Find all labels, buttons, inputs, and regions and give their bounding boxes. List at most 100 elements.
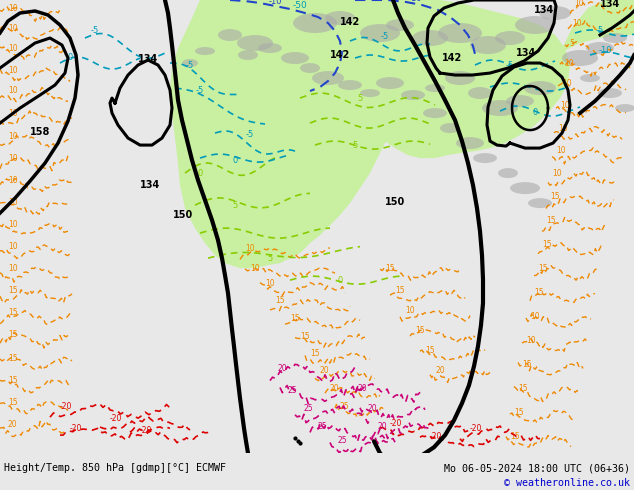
Polygon shape (170, 0, 418, 268)
Text: 15: 15 (300, 332, 309, 341)
Text: 10: 10 (8, 44, 18, 53)
Text: 10: 10 (8, 4, 18, 13)
Ellipse shape (258, 43, 282, 53)
Ellipse shape (425, 84, 445, 92)
Ellipse shape (615, 104, 634, 112)
Ellipse shape (182, 59, 198, 67)
Text: 150: 150 (173, 210, 193, 220)
Ellipse shape (468, 87, 492, 99)
Text: 15: 15 (550, 192, 560, 201)
Ellipse shape (580, 74, 600, 82)
Ellipse shape (412, 30, 448, 46)
Text: 15: 15 (8, 376, 18, 385)
Text: 142: 142 (330, 50, 350, 60)
Text: 15: 15 (425, 346, 435, 355)
Text: 5: 5 (268, 254, 273, 263)
Text: 15: 15 (290, 314, 300, 323)
Text: 10: 10 (530, 312, 540, 321)
Ellipse shape (300, 63, 320, 73)
Ellipse shape (293, 13, 337, 33)
Text: 10: 10 (574, 0, 584, 8)
Text: -5: -5 (91, 26, 99, 35)
Ellipse shape (510, 182, 540, 194)
Text: 0: 0 (533, 108, 538, 117)
Text: -20: -20 (470, 424, 482, 433)
Ellipse shape (456, 137, 484, 149)
Ellipse shape (562, 50, 598, 66)
Text: 134: 134 (600, 0, 620, 9)
Text: 10: 10 (560, 101, 569, 110)
Text: 15: 15 (510, 432, 520, 441)
Text: 25: 25 (288, 386, 297, 395)
Text: -20: -20 (430, 432, 443, 441)
Text: 10: 10 (526, 336, 536, 345)
Text: 10: 10 (250, 264, 260, 273)
Text: -10: -10 (598, 46, 612, 55)
Text: 15: 15 (518, 384, 527, 393)
Text: -10: -10 (268, 0, 281, 6)
Ellipse shape (470, 36, 506, 54)
Text: Mo 06-05-2024 18:00 UTC (06+36): Mo 06-05-2024 18:00 UTC (06+36) (444, 463, 630, 473)
Text: 20: 20 (330, 384, 340, 393)
Text: 0: 0 (233, 156, 238, 165)
Ellipse shape (498, 168, 518, 178)
Text: 20: 20 (320, 366, 330, 375)
Ellipse shape (281, 52, 309, 64)
Ellipse shape (440, 123, 460, 133)
Text: 134: 134 (138, 54, 158, 64)
Ellipse shape (423, 108, 447, 118)
Text: 15: 15 (275, 296, 285, 305)
Text: 10: 10 (8, 66, 18, 75)
Text: 10: 10 (572, 19, 581, 28)
Text: 15: 15 (534, 288, 543, 297)
Text: 10: 10 (558, 124, 567, 133)
Text: 15: 15 (522, 360, 532, 369)
Text: 10: 10 (8, 220, 18, 229)
Ellipse shape (506, 95, 534, 107)
Ellipse shape (376, 77, 404, 89)
Text: 15: 15 (8, 330, 18, 339)
Text: 10: 10 (562, 79, 572, 88)
Text: 10: 10 (8, 176, 18, 185)
Ellipse shape (528, 198, 552, 208)
Ellipse shape (445, 71, 475, 85)
Text: 150: 150 (385, 197, 405, 207)
Text: 134: 134 (140, 180, 160, 190)
Ellipse shape (360, 89, 380, 97)
Text: 134: 134 (549, 0, 567, 2)
Text: 20: 20 (278, 364, 288, 373)
Text: -50: -50 (293, 1, 307, 10)
Text: 15: 15 (8, 354, 18, 363)
Ellipse shape (473, 153, 497, 163)
Text: -20: -20 (390, 419, 403, 428)
Text: 25: 25 (318, 422, 328, 431)
Text: -5: -5 (196, 86, 204, 95)
Text: 10: 10 (8, 86, 18, 95)
Text: Height/Temp. 850 hPa [gdmp][°C] ECMWF: Height/Temp. 850 hPa [gdmp][°C] ECMWF (4, 463, 226, 473)
Text: -5: -5 (186, 61, 194, 70)
Text: 15: 15 (8, 286, 18, 295)
Text: 5: 5 (358, 94, 363, 103)
Text: -20: -20 (70, 424, 82, 433)
Text: 134: 134 (516, 48, 536, 58)
Text: 15: 15 (415, 326, 425, 335)
Text: 15: 15 (538, 264, 548, 273)
Text: 142: 142 (442, 53, 462, 63)
Ellipse shape (495, 31, 525, 45)
Ellipse shape (482, 100, 518, 116)
Ellipse shape (603, 33, 627, 43)
Text: 10: 10 (405, 306, 415, 315)
Ellipse shape (586, 42, 614, 54)
Text: 10: 10 (8, 198, 18, 207)
Text: 15: 15 (385, 264, 394, 273)
Text: -5: -5 (596, 26, 604, 35)
Text: 15: 15 (542, 240, 552, 249)
Text: 142: 142 (340, 17, 360, 27)
Text: 158: 158 (30, 127, 50, 137)
Text: 25: 25 (338, 436, 347, 445)
Text: 10: 10 (8, 154, 18, 163)
Text: 10: 10 (8, 109, 18, 118)
Text: 15: 15 (8, 398, 18, 407)
Text: -0: -0 (66, 53, 74, 62)
Text: 15: 15 (514, 408, 524, 417)
